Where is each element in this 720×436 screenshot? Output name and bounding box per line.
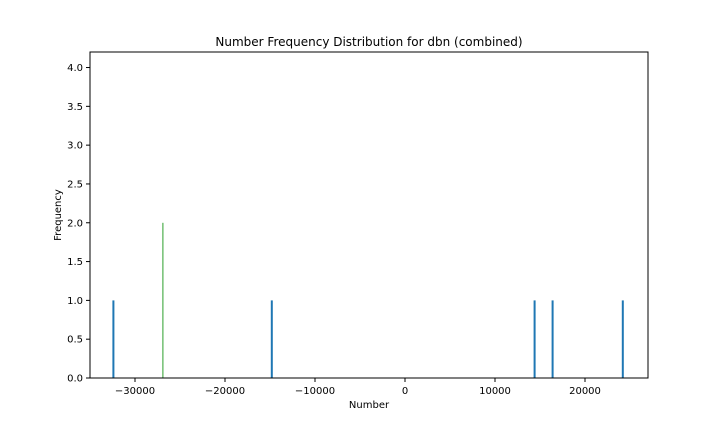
histogram-bar	[551, 300, 554, 378]
bars-group	[112, 222, 624, 378]
y-tick-label: 2.5	[67, 179, 83, 190]
x-tick-label: 0	[402, 386, 408, 397]
histogram-bar	[533, 300, 536, 378]
x-axis-label: Number	[349, 400, 390, 411]
x-tick-label: −10000	[295, 386, 335, 397]
chart-title: Number Frequency Distribution for dbn (c…	[215, 35, 522, 49]
y-tick-label: 1.5	[67, 257, 83, 268]
x-axis-ticks: −30000 −20000 −10000 0 10000 20000	[115, 378, 601, 397]
histogram-bar	[162, 222, 164, 378]
y-axis-ticks: 0.0 0.5 1.0 1.5 2.0 2.5 3.0 3.5 4.0	[67, 63, 90, 385]
y-tick-label: 0.0	[67, 374, 83, 385]
plot-frame	[89, 51, 649, 379]
y-tick-label: 3.0	[67, 141, 83, 152]
y-tick-label: 3.5	[67, 102, 83, 113]
y-tick-label: 1.0	[67, 296, 83, 307]
histogram-bar	[621, 300, 624, 378]
histogram-bar	[270, 300, 273, 378]
y-tick-label: 4.0	[67, 63, 83, 74]
y-tick-label: 0.5	[67, 335, 83, 346]
x-tick-label: −20000	[205, 386, 245, 397]
y-tick-label: 2.0	[67, 218, 83, 229]
x-tick-label: 10000	[479, 386, 511, 397]
x-tick-label: 20000	[569, 386, 601, 397]
y-axis-label: Frequency	[53, 189, 64, 241]
x-tick-label: −30000	[115, 386, 155, 397]
histogram-bar	[112, 300, 115, 378]
